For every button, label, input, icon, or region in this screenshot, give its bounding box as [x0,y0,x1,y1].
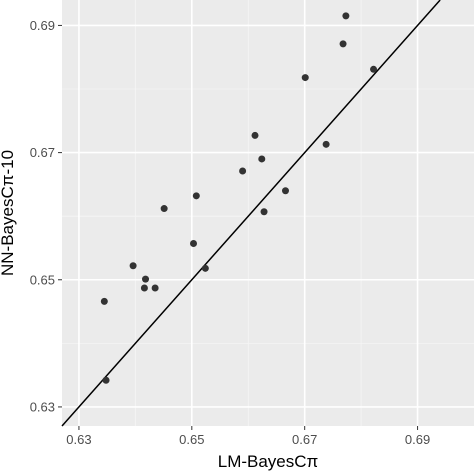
x-axis-title: LM-BayesCπ [218,452,319,471]
data-point [100,297,108,305]
y-axis-ticks: 0.63 0.65 0.67 0.69 [30,18,62,414]
data-point [339,40,347,48]
data-point [370,65,378,73]
data-point [102,376,110,384]
data-point [160,205,168,213]
data-point [140,284,148,292]
y-tick-label: 0.69 [30,18,55,33]
major-gridlines [62,0,474,426]
y-tick-label: 0.63 [30,399,55,414]
data-point [142,275,150,283]
data-point [239,167,247,175]
data-point [201,264,209,272]
x-tick-label: 0.65 [179,432,204,447]
identity-reference-line [61,0,441,427]
data-point [192,192,200,200]
data-point [129,262,137,270]
data-point [258,155,266,163]
x-tick-label: 0.67 [292,432,317,447]
x-tick-label: 0.69 [405,432,430,447]
y-tick-label: 0.67 [30,145,55,160]
data-point [322,140,330,148]
data-point [281,187,289,195]
data-point [151,284,159,292]
plot-panel [62,0,474,426]
y-axis-title: NN-BayesCπ-10 [0,150,17,276]
data-point [251,131,259,139]
x-tick-label: 0.63 [66,432,91,447]
data-points [100,12,378,384]
y-tick-label: 0.65 [30,272,55,287]
data-point [342,12,350,20]
x-axis-ticks: 0.63 0.65 0.67 0.69 [66,426,430,447]
data-point [301,74,309,82]
data-point [190,240,198,248]
data-point [260,208,268,216]
minor-gridlines [62,0,474,426]
